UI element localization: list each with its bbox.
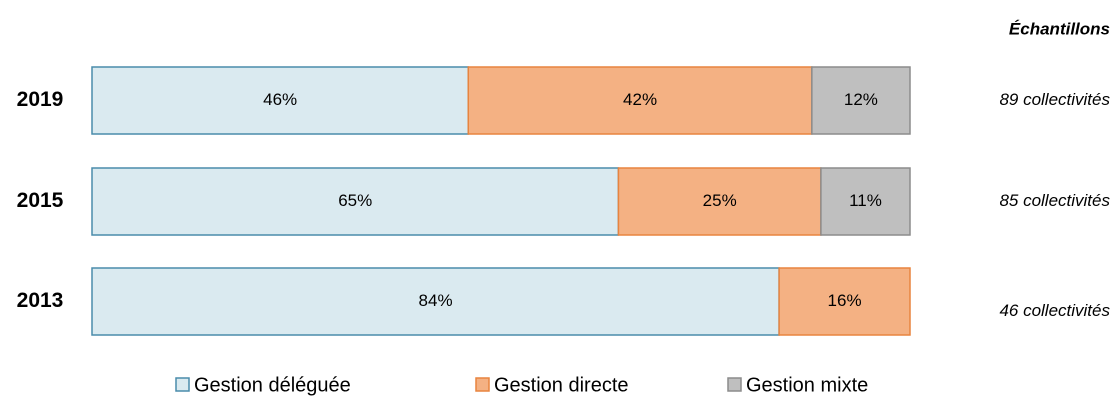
category-label: 2019: [17, 88, 64, 111]
bar-segment: [811, 66, 911, 135]
bar-segment: [91, 267, 780, 336]
legend-swatch: [175, 377, 190, 392]
bar-segment: [91, 66, 470, 135]
legend-swatch: [475, 377, 490, 392]
value-label: 25%: [703, 191, 737, 210]
legend-label: Gestion déléguée: [194, 374, 351, 396]
annotation: 46 collectivités: [999, 301, 1110, 320]
value-label: 84%: [419, 291, 453, 310]
category-label: 2013: [17, 289, 64, 312]
value-label: 65%: [338, 191, 372, 210]
bar-segment: [91, 167, 620, 236]
bar-segment: [778, 267, 911, 336]
value-label: 12%: [844, 90, 878, 109]
legend-label: Gestion mixte: [746, 374, 868, 396]
value-label: 11%: [849, 191, 882, 210]
annotations-title: Échantillons: [1009, 19, 1110, 38]
value-label: 42%: [623, 90, 657, 109]
bar-segment: [820, 167, 911, 236]
category-label: 2015: [17, 189, 64, 212]
legend-swatch: [727, 377, 742, 392]
annotation: 85 collectivités: [999, 191, 1110, 210]
bar-segment: [467, 66, 813, 135]
bar-segment: [617, 167, 822, 236]
value-label: 16%: [828, 291, 862, 310]
annotation: 89 collectivités: [999, 90, 1110, 109]
value-label: 46%: [263, 90, 297, 109]
legend-label: Gestion directe: [494, 374, 629, 396]
